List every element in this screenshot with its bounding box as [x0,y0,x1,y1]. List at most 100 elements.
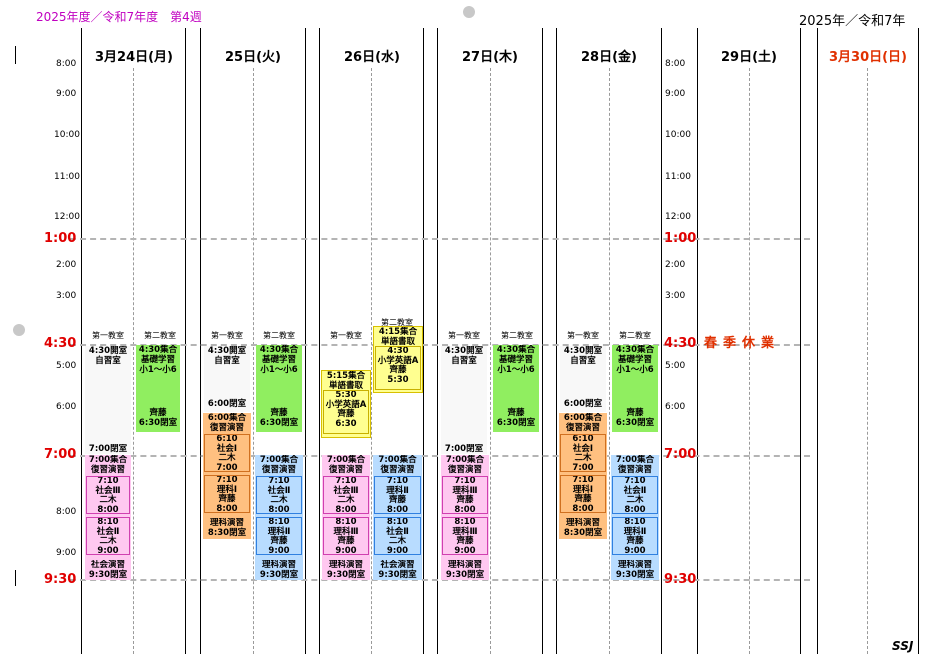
lesson-end: 6:30 [335,418,357,429]
lesson-card[interactable]: 8:10 理科Ⅲ 齊藤 9:00 [323,517,369,555]
lesson-teacher: 齊藤 [270,536,288,546]
lesson-start: 4:30 [387,346,409,356]
lesson-block-green[interactable]: 4:30集合 基礎学習 小1〜小6 齊藤 6:30閉室 [136,345,180,432]
block-text: 9:30閉室 [378,570,417,580]
lesson-subject: 社会Ⅱ [386,526,409,537]
lesson-subject: 理科Ⅲ [452,526,478,537]
marker-line-1 [70,238,810,240]
lesson-end: 5:30 [387,374,409,385]
day-header-mon: 3月24日(月) [94,50,174,65]
lesson-card[interactable]: 7:10 社会Ⅲ 二木 8:00 [323,476,369,514]
lesson-subject: 社会Ⅲ [95,485,121,496]
room-label-second: 第二教室 [619,331,651,340]
lesson-end: 7:00 [572,462,594,472]
block-text: 齊藤 [507,408,525,418]
block-text: 小1〜小6 [139,365,177,375]
lesson-teacher: 二木 [574,453,592,463]
block-text: 8:30閉室 [207,528,247,538]
room-label-second: 第二教室 [144,331,176,340]
lesson-card[interactable]: 8:10 社会Ⅱ 二木 9:00 [374,517,421,555]
block-text: 9:30閉室 [326,570,366,580]
block-footer: 理科演習 9:30閉室 [441,560,489,580]
block-text: 社会演習 [380,560,415,570]
block-footer: 理科演習 8:30閉室 [559,518,607,538]
lesson-card[interactable]: 8:10 理科Ⅲ 齊藤 9:00 [442,517,488,555]
lesson-subject: 理科Ⅰ [216,484,238,495]
close-time: 7:00閉室 [88,444,128,454]
lesson-block-green[interactable]: 4:30集合 基礎学習 小1〜小6 齊藤 6:30閉室 [612,345,658,432]
time-label-major: 1:00 [664,231,697,246]
self-study-block: 4:30開室 自習室 [85,346,131,454]
lesson-end: 9:00 [335,545,357,555]
lesson-card[interactable]: 7:10 理科Ⅰ 齊藤 8:00 [204,475,250,513]
lesson-end: 7:00 [216,462,238,472]
time-label: 6:00 [56,402,77,412]
grid-line [817,28,818,654]
block-text: 4:30開室 [88,346,128,356]
block-footer: 理科演習 9:30閉室 [255,560,303,580]
day-header-tue: 25日(火) [225,50,281,65]
block-text: 復習演習 [380,465,415,475]
block-text: 6:30閉室 [615,418,655,428]
lesson-teacher: 二木 [99,495,117,505]
lesson-teacher: 齊藤 [388,495,406,505]
marker-line-430 [70,344,810,346]
lesson-card[interactable]: 6:10 社会Ⅰ 二木 7:00 [204,434,250,472]
lesson-card[interactable]: 7:10 社会Ⅱ 二木 8:00 [256,476,302,514]
page-title: 2025年度／令和7年度 第4週 [36,10,202,24]
lesson-start: 7:10 [572,475,594,485]
lesson-end: 8:00 [572,503,594,513]
lesson-card[interactable]: 7:10 理科Ⅲ 齊藤 8:00 [442,476,488,514]
block-text: 4:30集合 [138,345,178,355]
lesson-teacher: 二木 [99,536,117,546]
block-text: 6:00集合 [563,413,603,423]
lesson-subject: 社会Ⅰ [216,443,238,454]
time-label: 8:00 [56,507,77,517]
block-text: 復習演習 [617,465,652,475]
lesson-card[interactable]: 4:30 小学英語A 齊藤 5:30 [375,346,421,390]
block-text: 4:15集合 [378,327,418,337]
block-text: 4:30開室 [207,346,247,356]
block-text: 理科演習 [617,560,652,570]
lesson-teacher: 齊藤 [218,494,236,504]
block-text: 社会演習 [90,560,125,570]
lesson-card[interactable]: 8:10 理科Ⅱ 齊藤 9:00 [256,517,302,555]
time-label: 12:00 [54,212,80,222]
time-label-major: 4:30 [664,336,697,351]
grid-line [542,28,543,654]
block-text: 9:30閉室 [445,570,485,580]
lesson-block-green[interactable]: 4:30集合 基礎学習 小1〜小6 齊藤 6:30閉室 [256,345,302,432]
time-label: 12:00 [665,212,691,222]
grid-line [81,28,82,654]
lesson-card[interactable]: 6:10 社会Ⅰ 二木 7:00 [560,434,606,472]
lesson-card[interactable]: 5:30 小学英語A 齊藤 6:30 [323,390,369,434]
time-label: 8:00 [56,59,77,69]
lesson-card[interactable]: 7:10 社会Ⅱ 二木 8:00 [612,476,658,514]
lesson-start: 8:10 [335,517,357,527]
lesson-teacher: 二木 [337,495,355,505]
lesson-card[interactable]: 7:10 理科Ⅰ 齊藤 8:00 [560,475,606,513]
close-time: 6:00閉室 [207,399,247,409]
time-label-major: 7:00 [664,447,697,462]
lesson-card[interactable]: 8:10 社会Ⅱ 二木 9:00 [86,517,130,555]
lesson-subject: 社会Ⅲ [333,485,359,496]
room-label-first: 第一教室 [448,331,480,340]
close-time: 7:00閉室 [444,444,484,454]
block-text: 6:30閉室 [496,418,536,428]
lesson-card[interactable]: 8:10 理科Ⅱ 齊藤 9:00 [612,517,658,555]
block-text: 9:30閉室 [259,570,299,580]
block-footer: 理科演習 8:30閉室 [203,518,251,538]
lesson-card[interactable]: 7:10 理科Ⅱ 齊藤 8:00 [374,476,421,514]
lesson-end: 9:00 [386,545,409,555]
day-header-sat: 29日(土) [721,50,777,65]
lesson-start: 7:10 [268,476,290,486]
lesson-end: 9:00 [268,545,290,555]
column-divider [867,68,868,654]
lesson-card[interactable]: 7:10 社会Ⅲ 二木 8:00 [86,476,130,514]
block-text: 理科演習 [565,518,600,528]
lesson-block-green[interactable]: 4:30集合 基礎学習 小1〜小6 齊藤 6:30閉室 [493,345,539,432]
binder-hole [463,6,475,18]
lesson-end: 9:00 [454,545,476,555]
block-text: 8:30閉室 [563,528,603,538]
edge-tick [15,570,16,586]
